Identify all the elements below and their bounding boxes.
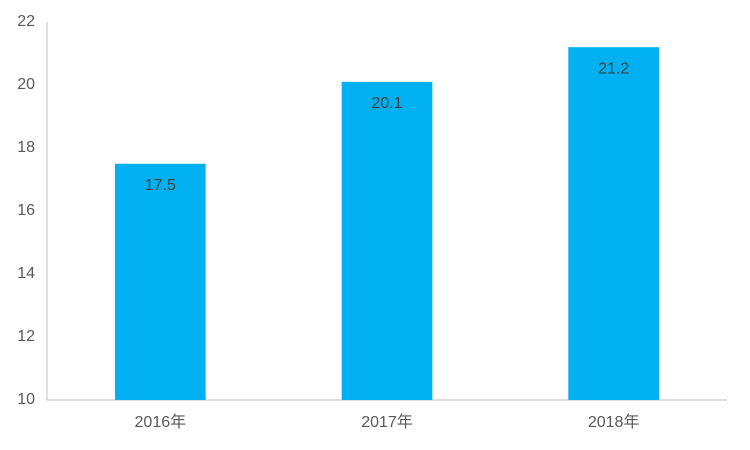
x-tick-label: 2017年 bbox=[361, 413, 413, 431]
value-label: 20.1 bbox=[371, 95, 402, 112]
y-tick-label: 12 bbox=[17, 328, 35, 345]
y-tick-label: 22 bbox=[17, 13, 35, 30]
x-tick-label: 2016年 bbox=[135, 413, 187, 431]
y-tick-label: 18 bbox=[17, 139, 35, 156]
bar bbox=[115, 163, 206, 400]
y-tick-label: 14 bbox=[17, 265, 35, 282]
y-tick-label: 16 bbox=[17, 202, 35, 219]
y-tick-label: 10 bbox=[17, 391, 35, 408]
value-label: 21.2 bbox=[598, 60, 629, 77]
bar bbox=[341, 81, 433, 400]
y-tick-label: 20 bbox=[17, 76, 35, 93]
x-tick-label: 2018年 bbox=[588, 413, 640, 431]
bar bbox=[568, 47, 659, 400]
value-label: 17.5 bbox=[145, 177, 176, 194]
